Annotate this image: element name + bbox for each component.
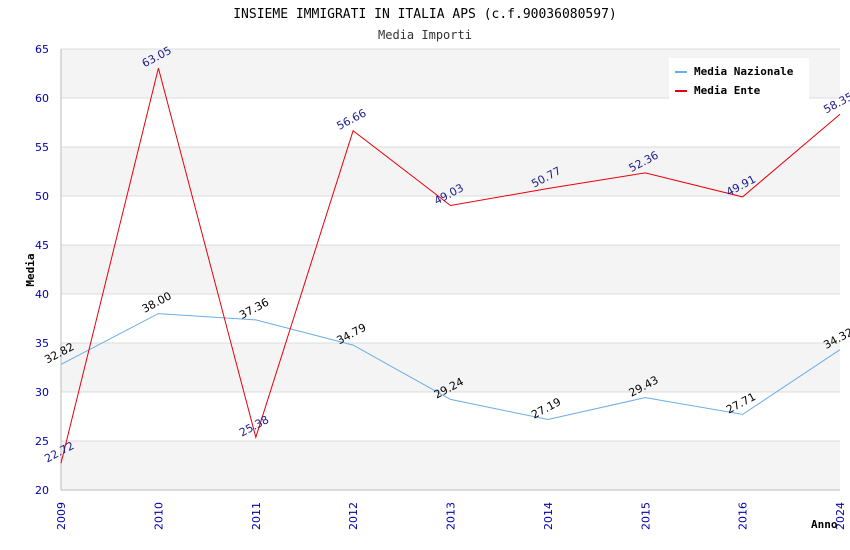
chart-subtitle: Media Importi — [378, 28, 472, 42]
grid-lines — [61, 48, 840, 491]
grid-band — [61, 147, 840, 196]
grid-band — [61, 441, 840, 490]
legend-label-nazionale: Media Nazionale — [694, 65, 794, 78]
x-axis-title: Anno — [811, 518, 838, 531]
data-label: 37.36 — [237, 296, 271, 322]
x-tick-label: 2014 — [542, 502, 555, 530]
data-label: 27.71 — [724, 390, 758, 416]
x-tick-label: 2016 — [737, 502, 750, 530]
y-tick-label: 55 — [35, 141, 49, 154]
y-tick-label: 40 — [35, 288, 49, 301]
series-line-1 — [60, 67, 841, 464]
y-tick-label: 50 — [35, 190, 49, 203]
x-tick-label: 2009 — [55, 502, 68, 530]
y-tick-label: 25 — [35, 435, 49, 448]
y-tick-label: 35 — [35, 337, 49, 350]
y-tick-label: 30 — [35, 386, 49, 399]
series-line-0 — [60, 313, 841, 421]
x-tick-label: 2010 — [152, 502, 165, 530]
x-tick-label: 2011 — [250, 502, 263, 530]
series-lines — [60, 67, 841, 464]
data-label: 56.66 — [334, 106, 368, 132]
y-tick-label: 65 — [35, 43, 49, 56]
x-tick-label: 2012 — [347, 502, 360, 530]
grid-band — [61, 343, 840, 392]
x-tick-label: 2024 — [834, 502, 847, 530]
y-tick-label: 60 — [35, 92, 49, 105]
x-tick-labels: 2009 2010 2011 2012 2013 2014 2015 2016 2024 — [55, 502, 847, 530]
grid-band — [61, 245, 840, 294]
legend-background — [669, 58, 809, 102]
grid-bands — [61, 49, 840, 490]
legend: Media Nazionale Media Ente — [669, 58, 809, 102]
y-tick-label: 45 — [35, 239, 49, 252]
y-tick-labels: 20 25 30 35 40 45 50 55 60 65 — [35, 43, 49, 497]
chart-title: INSIEME IMMIGRATI IN ITALIA APS (c.f.900… — [233, 7, 617, 22]
x-tick-label: 2015 — [639, 502, 652, 530]
y-tick-label: 20 — [35, 484, 49, 497]
data-label: 25.38 — [237, 413, 271, 439]
x-tick-label: 2013 — [445, 502, 458, 530]
legend-label-ente: Media Ente — [694, 84, 761, 97]
y-axis-title: Media — [24, 253, 37, 286]
